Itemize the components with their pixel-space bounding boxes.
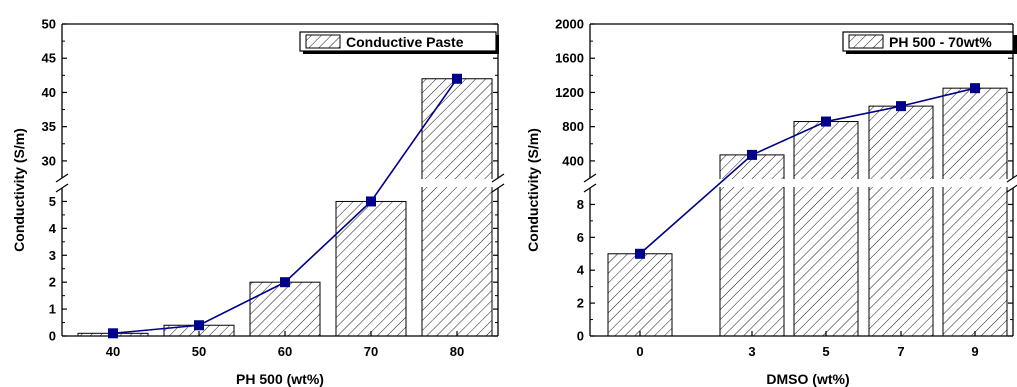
bar	[868, 105, 934, 337]
y-tick-label: 1200	[555, 85, 584, 100]
data-point	[747, 149, 757, 160]
y-tick-label: 1	[49, 302, 56, 317]
x-axis-title: DMSO (wt%)	[766, 371, 849, 387]
y-axis-title: Conductivity (S/m)	[525, 128, 541, 252]
data-point	[280, 277, 290, 288]
y-tick-label: 2	[49, 275, 56, 290]
y-tick-label: 0	[577, 329, 584, 344]
legend-box	[299, 31, 497, 52]
y-tick-label: 3	[49, 248, 56, 263]
y-tick-label: 6	[577, 230, 584, 245]
legend-label: Conductive Paste	[346, 34, 464, 50]
y-tick-label: 40	[42, 85, 56, 100]
legend-swatch	[848, 34, 884, 49]
y-tick-label: 2	[577, 296, 584, 311]
axis-break-mark-left	[583, 173, 597, 183]
bar	[249, 281, 321, 337]
bar	[607, 253, 673, 337]
axis-break-mark-right	[491, 173, 505, 183]
y-tick-label: 4	[577, 263, 585, 278]
axis-break-mark-right	[491, 183, 505, 193]
y-tick-label: 5	[49, 194, 56, 209]
y-tick-label: 35	[42, 119, 56, 134]
y-tick-label: 30	[42, 153, 56, 168]
legend-label: PH 500 - 70wt%	[889, 34, 992, 50]
x-tick-label: 60	[278, 344, 292, 359]
data-point	[366, 196, 376, 207]
data-point	[635, 248, 645, 259]
x-tick-label: 9	[971, 344, 978, 359]
bar	[335, 200, 407, 337]
legend-swatch	[305, 34, 341, 49]
y-tick-label: 50	[42, 17, 56, 32]
x-tick-label: 5	[822, 344, 829, 359]
axis-break-mark-left	[583, 183, 597, 193]
legend-box	[842, 31, 1014, 52]
bar	[421, 78, 493, 337]
data-point	[970, 83, 980, 94]
axis-break-gap	[50, 179, 510, 187]
axis-break-mark-right	[1006, 174, 1017, 183]
axis-break-mark-right	[1006, 184, 1017, 193]
x-tick-label: 40	[106, 344, 120, 359]
legend: PH 500 - 70wt%	[842, 31, 1017, 54]
legend: Conductive Paste	[299, 31, 499, 54]
axis-break-gap	[578, 179, 1017, 187]
y-tick-label: 45	[42, 51, 56, 66]
y-tick-label: 4	[49, 221, 57, 236]
x-tick-label: 50	[192, 344, 206, 359]
x-tick-label: 0	[636, 344, 643, 359]
data-point	[194, 320, 204, 331]
axis-break-mark-left	[55, 183, 69, 193]
axis-break-mark-left	[55, 173, 69, 183]
y-tick-label: 800	[562, 119, 584, 134]
y-axis-title: Conductivity (S/m)	[11, 128, 27, 252]
y-tick-label: 400	[562, 153, 584, 168]
data-point	[108, 328, 118, 339]
x-tick-label: 80	[450, 344, 464, 359]
x-axis-title: PH 500 (wt%)	[236, 371, 324, 387]
x-tick-label: 7	[897, 344, 904, 359]
data-point	[821, 116, 831, 127]
y-tick-label: 2000	[555, 17, 584, 32]
x-tick-label: 70	[364, 344, 378, 359]
bar	[793, 121, 859, 337]
y-tick-label: 8	[577, 197, 584, 212]
x-tick-label: 3	[748, 344, 755, 359]
y-tick-label: 0	[49, 329, 56, 344]
data-point	[896, 101, 906, 112]
data-point	[452, 73, 462, 84]
bar	[942, 87, 1008, 337]
y-tick-label: 1600	[555, 51, 584, 66]
